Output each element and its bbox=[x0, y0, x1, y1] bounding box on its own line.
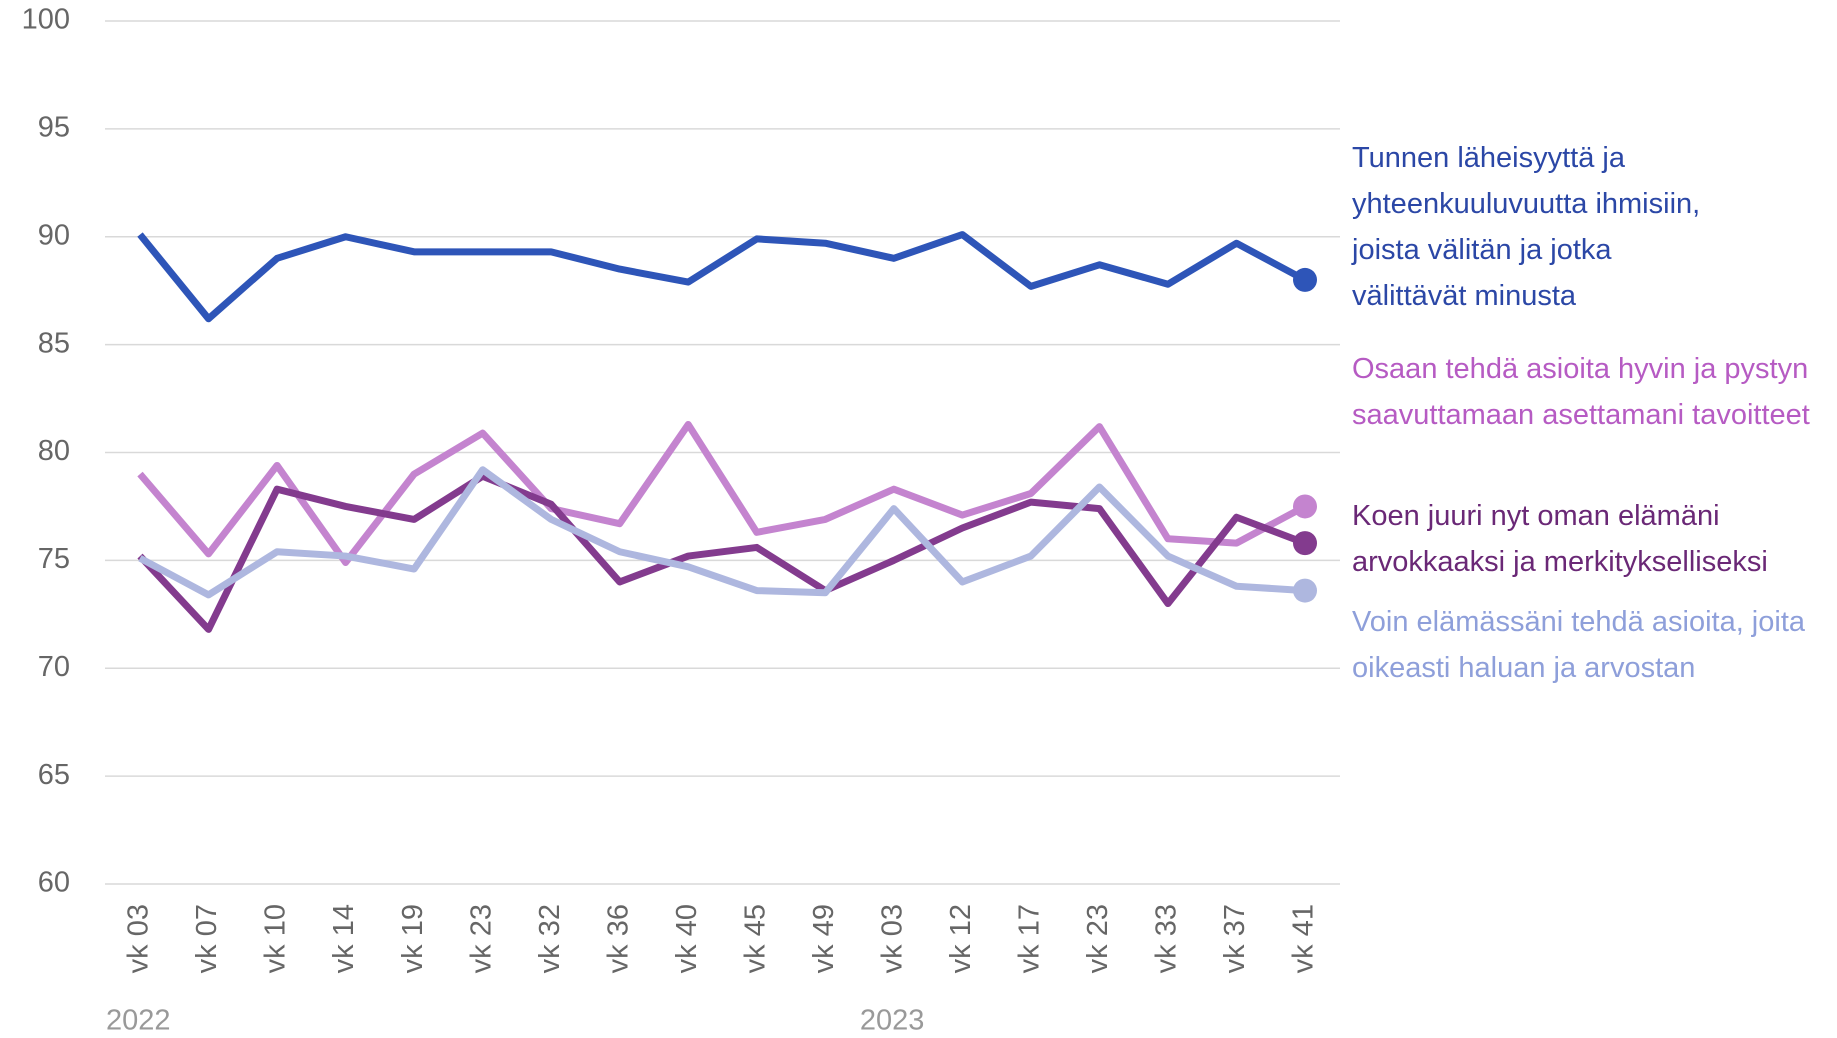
legend-label: Koen juuri nyt oman elämäni arvokkaaksi … bbox=[1352, 500, 1768, 578]
x-tick-label: vk 07 bbox=[191, 904, 223, 973]
end-marker bbox=[1293, 494, 1317, 519]
y-tick-label: 65 bbox=[38, 759, 70, 791]
series-line bbox=[137, 472, 1307, 633]
x-tick-label: vk 45 bbox=[739, 904, 771, 973]
x-tick-label: vk 23 bbox=[465, 904, 497, 973]
end-marker bbox=[1293, 578, 1317, 603]
x-tick-label: vk 49 bbox=[808, 904, 840, 973]
y-tick-label: 85 bbox=[38, 327, 70, 359]
y-tick-label: 75 bbox=[38, 543, 70, 575]
y-tick-label: 95 bbox=[38, 112, 70, 144]
y-tick-label: 60 bbox=[38, 867, 70, 899]
series-line bbox=[137, 420, 1307, 567]
x-tick-label: vk 19 bbox=[397, 904, 429, 973]
x-tick-label: vk 17 bbox=[1014, 904, 1046, 973]
x-tick-label: vk 10 bbox=[260, 904, 292, 973]
x-tick-label: vk 41 bbox=[1288, 904, 1320, 973]
x-tick-label: vk 14 bbox=[328, 904, 360, 973]
x-tick-label: vk 36 bbox=[602, 904, 634, 973]
x-tick-label: vk 32 bbox=[534, 904, 566, 973]
x-tick-label: vk 03 bbox=[876, 904, 908, 973]
y-tick-label: 80 bbox=[38, 435, 70, 467]
end-marker bbox=[1293, 531, 1317, 556]
x-tick-label: vk 37 bbox=[1219, 904, 1251, 973]
x-tick-label: vk 40 bbox=[671, 904, 703, 973]
legend-label: Osaan tehdä asioita hyvin ja pystyn saav… bbox=[1352, 353, 1810, 431]
series-line bbox=[138, 466, 1306, 599]
series-line bbox=[137, 231, 1307, 323]
year-label: 2022 bbox=[106, 1005, 171, 1037]
year-label: 2023 bbox=[860, 1005, 925, 1037]
end-marker bbox=[1293, 267, 1317, 292]
x-tick-label: vk 03 bbox=[123, 904, 155, 973]
y-tick-label: 100 bbox=[22, 4, 70, 36]
x-tick-label: vk 33 bbox=[1151, 904, 1183, 973]
y-tick-label: 90 bbox=[38, 219, 70, 251]
legend-label: Voin elämässäni tehdä asioita, joita oik… bbox=[1352, 606, 1806, 684]
x-tick-label: vk 12 bbox=[945, 904, 977, 973]
x-tick-label: vk 23 bbox=[1082, 904, 1114, 973]
legend-label: Tunnen läheisyyttä ja yhteenkuuluvuutta … bbox=[1352, 142, 1701, 312]
y-tick-label: 70 bbox=[38, 651, 70, 683]
